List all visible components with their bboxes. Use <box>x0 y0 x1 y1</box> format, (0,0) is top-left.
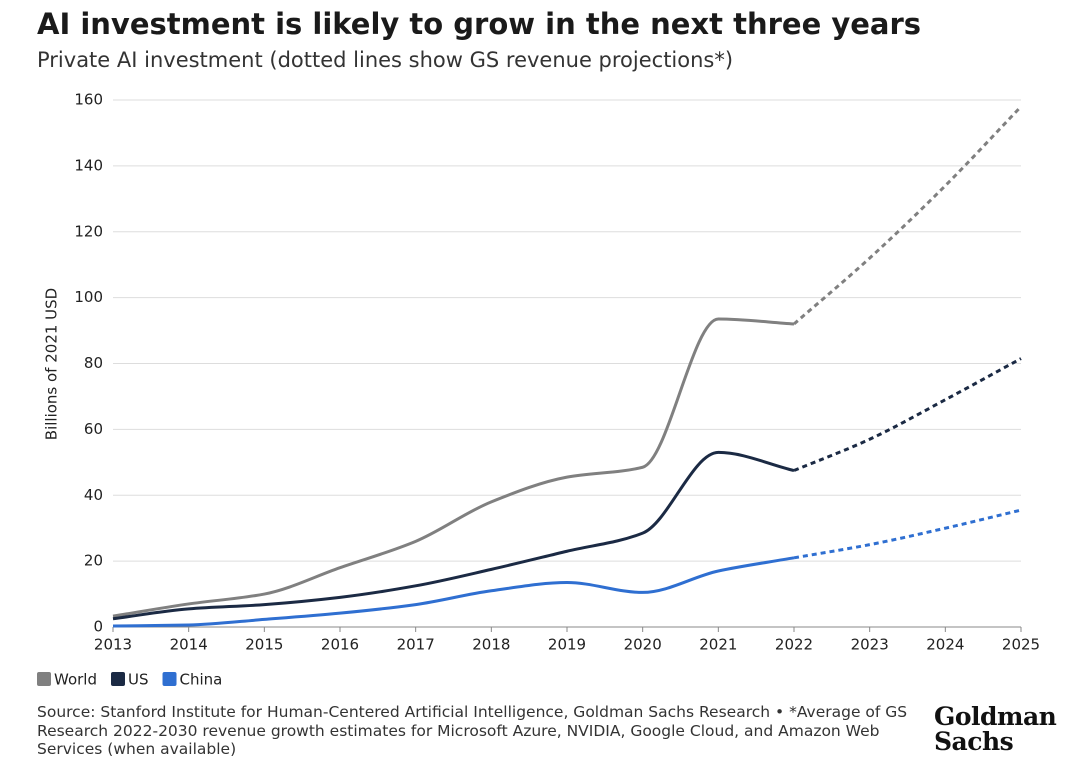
x-tick-label: 2017 <box>397 636 435 654</box>
x-tick-label: 2013 <box>94 636 132 654</box>
legend-label: World <box>54 671 97 689</box>
y-tick-label: 140 <box>74 156 103 174</box>
x-tick-label: 2015 <box>245 636 283 654</box>
x-tick-label: 2022 <box>775 636 813 654</box>
logo: Goldman Sachs <box>934 702 1057 756</box>
y-tick-label: 120 <box>74 222 103 240</box>
y-tick-label: 40 <box>84 486 103 504</box>
x-tick-label: 2025 <box>1002 636 1040 654</box>
chart-subtitle: Private AI investment (dotted lines show… <box>37 48 733 72</box>
legend-swatch <box>37 672 51 686</box>
x-tick-label: 2021 <box>699 636 737 654</box>
x-tick-label: 2024 <box>926 636 964 654</box>
x-tick-label: 2020 <box>624 636 662 654</box>
source-note: Source: Stanford Institute for Human-Cen… <box>37 703 908 758</box>
series-line <box>112 556 795 628</box>
y-axis-label: Billions of 2021 USD <box>43 288 61 440</box>
y-tick-label: 160 <box>74 91 103 109</box>
y-tick-label: 80 <box>84 354 103 372</box>
legend-label: China <box>180 671 223 689</box>
legend-swatch <box>162 672 177 686</box>
x-tick-label: 2019 <box>548 636 586 654</box>
legend-swatch <box>111 672 125 686</box>
projection-line <box>793 357 1022 472</box>
x-tick-label: 2018 <box>472 636 510 654</box>
projection-line <box>793 105 1023 326</box>
series-line <box>112 450 795 621</box>
y-tick-label: 100 <box>74 288 103 306</box>
y-tick-label: 60 <box>84 420 103 438</box>
legend-label: US <box>128 671 149 689</box>
y-tick-label: 20 <box>84 552 103 570</box>
logo-line: Sachs <box>934 727 1014 756</box>
projection-line <box>793 508 1022 560</box>
x-tick-label: 2014 <box>170 636 208 654</box>
chart-title: AI investment is likely to grow in the n… <box>37 7 921 41</box>
y-tick-label: 0 <box>93 618 103 636</box>
chart: AI investment is likely to grow in the n… <box>37 7 1040 689</box>
x-tick-label: 2023 <box>851 636 889 654</box>
series-line <box>112 317 795 618</box>
logo-line: Goldman <box>934 702 1057 731</box>
x-tick-label: 2016 <box>321 636 359 654</box>
